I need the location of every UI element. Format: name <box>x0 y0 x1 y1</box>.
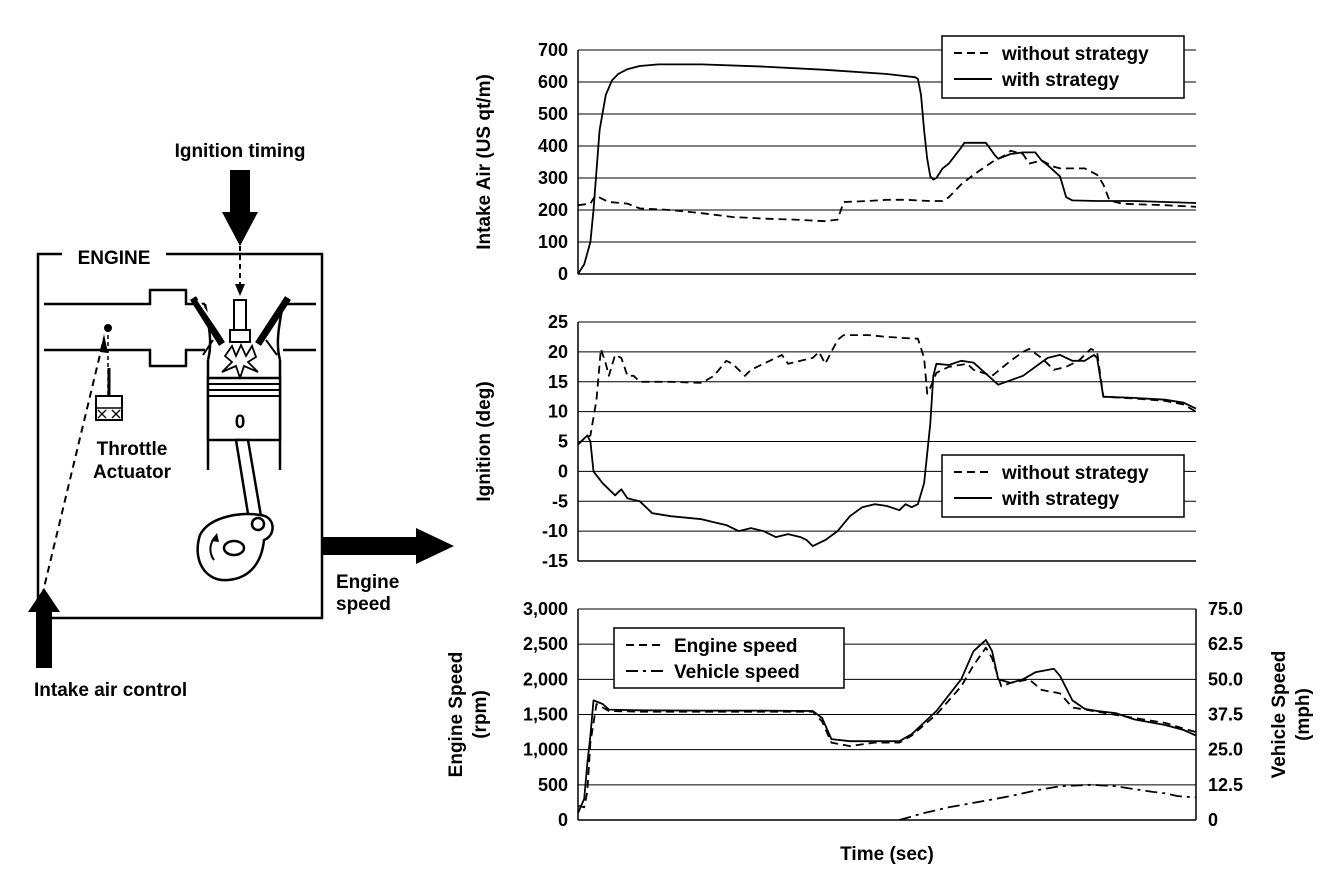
y-tick-label: 0 <box>558 810 568 830</box>
y2-tick-label: 25.0 <box>1208 740 1243 760</box>
y-tick-label: -15 <box>542 551 568 571</box>
intake-pipe <box>44 288 316 368</box>
series-line-with-strategy <box>577 353 1197 547</box>
y2-tick-label: 12.5 <box>1208 775 1243 795</box>
ignition-signal-arrowhead <box>235 284 245 296</box>
engine-label: ENGINE <box>78 248 151 269</box>
intake-air-control-arrow <box>28 588 60 668</box>
y-tick-label: 700 <box>538 40 568 60</box>
y-axis-label: Engine Speed <box>446 652 467 778</box>
spark-plug <box>233 299 247 331</box>
throttle-label-line2: Actuator <box>93 462 172 483</box>
crankshaft <box>196 512 274 582</box>
series-line-engine-speed <box>577 646 1197 809</box>
y-tick-label: 3,000 <box>523 599 568 619</box>
throttle-label-line1: Throttle <box>97 439 168 460</box>
y-tick-label: -5 <box>552 491 568 511</box>
engine-speed-label-line1: Engine <box>336 572 399 593</box>
y-tick-label: 1,500 <box>523 705 568 725</box>
legend-box <box>941 35 1185 99</box>
intake-air-control-label: Intake air control <box>34 680 187 701</box>
y-tick-label: 200 <box>538 200 568 220</box>
y-tick-label: 300 <box>538 168 568 188</box>
series-line-without-strategy <box>577 334 1197 446</box>
y-tick-label: 500 <box>538 775 568 795</box>
y2-tick-label: 75.0 <box>1208 599 1243 619</box>
y-tick-label: -10 <box>542 521 568 541</box>
y-axis-label: Ignition (deg) <box>474 381 495 501</box>
piston-pin-mark: 0 <box>235 412 246 433</box>
intake-control-signal-arrowhead <box>100 334 108 353</box>
y-axis-label: Intake Air (US qt/m) <box>474 74 495 250</box>
series-line-without-strategy <box>577 149 1197 223</box>
ignition-timing-label: Ignition timing <box>175 141 306 162</box>
y-tick-label: 1,000 <box>523 740 568 760</box>
y2-tick-label: 62.5 <box>1208 634 1243 654</box>
legend-label: without strategy <box>1001 44 1149 65</box>
y2-axis-label-unit: (mph) <box>1293 688 1314 741</box>
legend-label: Engine speed <box>674 636 798 657</box>
engine-label-bg <box>62 244 166 266</box>
ignition-timing-arrow <box>222 170 258 246</box>
y-tick-label: 5 <box>558 432 568 452</box>
chart-legend: Engine speed Vehicle speed <box>613 627 845 689</box>
y2-tick-label: 50.0 <box>1208 669 1243 689</box>
legend-label: Vehicle speed <box>674 662 800 683</box>
y-axis-label-unit: (rpm) <box>470 690 491 739</box>
y-tick-label: 25 <box>548 312 568 332</box>
y-tick-label: 0 <box>558 264 568 284</box>
x-axis-label: Time (sec) <box>840 844 934 865</box>
intake-control-signal-line <box>41 337 105 597</box>
y-tick-label: 15 <box>548 372 568 392</box>
y2-tick-label: 37.5 <box>1208 705 1243 725</box>
y-tick-label: 2,000 <box>523 669 568 689</box>
legend-label: without strategy <box>1001 463 1149 484</box>
y-tick-label: 600 <box>538 72 568 92</box>
series-line-with-strategy <box>577 639 1197 814</box>
y2-tick-label: 0 <box>1208 810 1218 830</box>
series-line-vehicle-speed <box>899 783 1197 821</box>
throttle-actuator <box>95 368 123 421</box>
y-tick-label: 0 <box>558 461 568 481</box>
y-tick-label: 2,500 <box>523 634 568 654</box>
engine-box <box>36 252 324 620</box>
engine-diagram: ENGINE Throttle Actuator Intake air cont… <box>28 141 454 701</box>
legend-label: with strategy <box>1001 70 1120 91</box>
legend-box <box>613 627 845 689</box>
y-tick-label: 500 <box>538 104 568 124</box>
series-line-with-strategy <box>577 63 1197 275</box>
engine-speed-label-line2: speed <box>336 594 391 615</box>
y-tick-label: 20 <box>548 342 568 362</box>
chart-1: 700 600 500 400 300 200 100 0 Intake Air (US qt/… <box>474 35 1197 284</box>
y-tick-label: 100 <box>538 232 568 252</box>
legend-label: with strategy <box>1001 489 1120 510</box>
piston: 0 <box>206 376 282 442</box>
y-tick-label: 400 <box>538 136 568 156</box>
spark-burst <box>221 342 259 381</box>
chart-legend: without strategy with strategy <box>941 454 1185 518</box>
chart-2: 25 20 15 10 5 0 -5 -10 -15 Ignition (deg) without … <box>474 312 1197 571</box>
chart-3: 3,000 2,500 2,000 1,500 1,000 500 0 75.0 62.5 50.… <box>446 599 1314 865</box>
engine-speed-arrow <box>322 528 454 564</box>
legend-box <box>941 454 1185 518</box>
y-tick-label: 10 <box>548 402 568 422</box>
cylinder-head <box>190 296 291 381</box>
y2-axis-label: Vehicle Speed <box>1269 651 1290 779</box>
chart-legend: without strategy with strategy <box>941 35 1185 99</box>
